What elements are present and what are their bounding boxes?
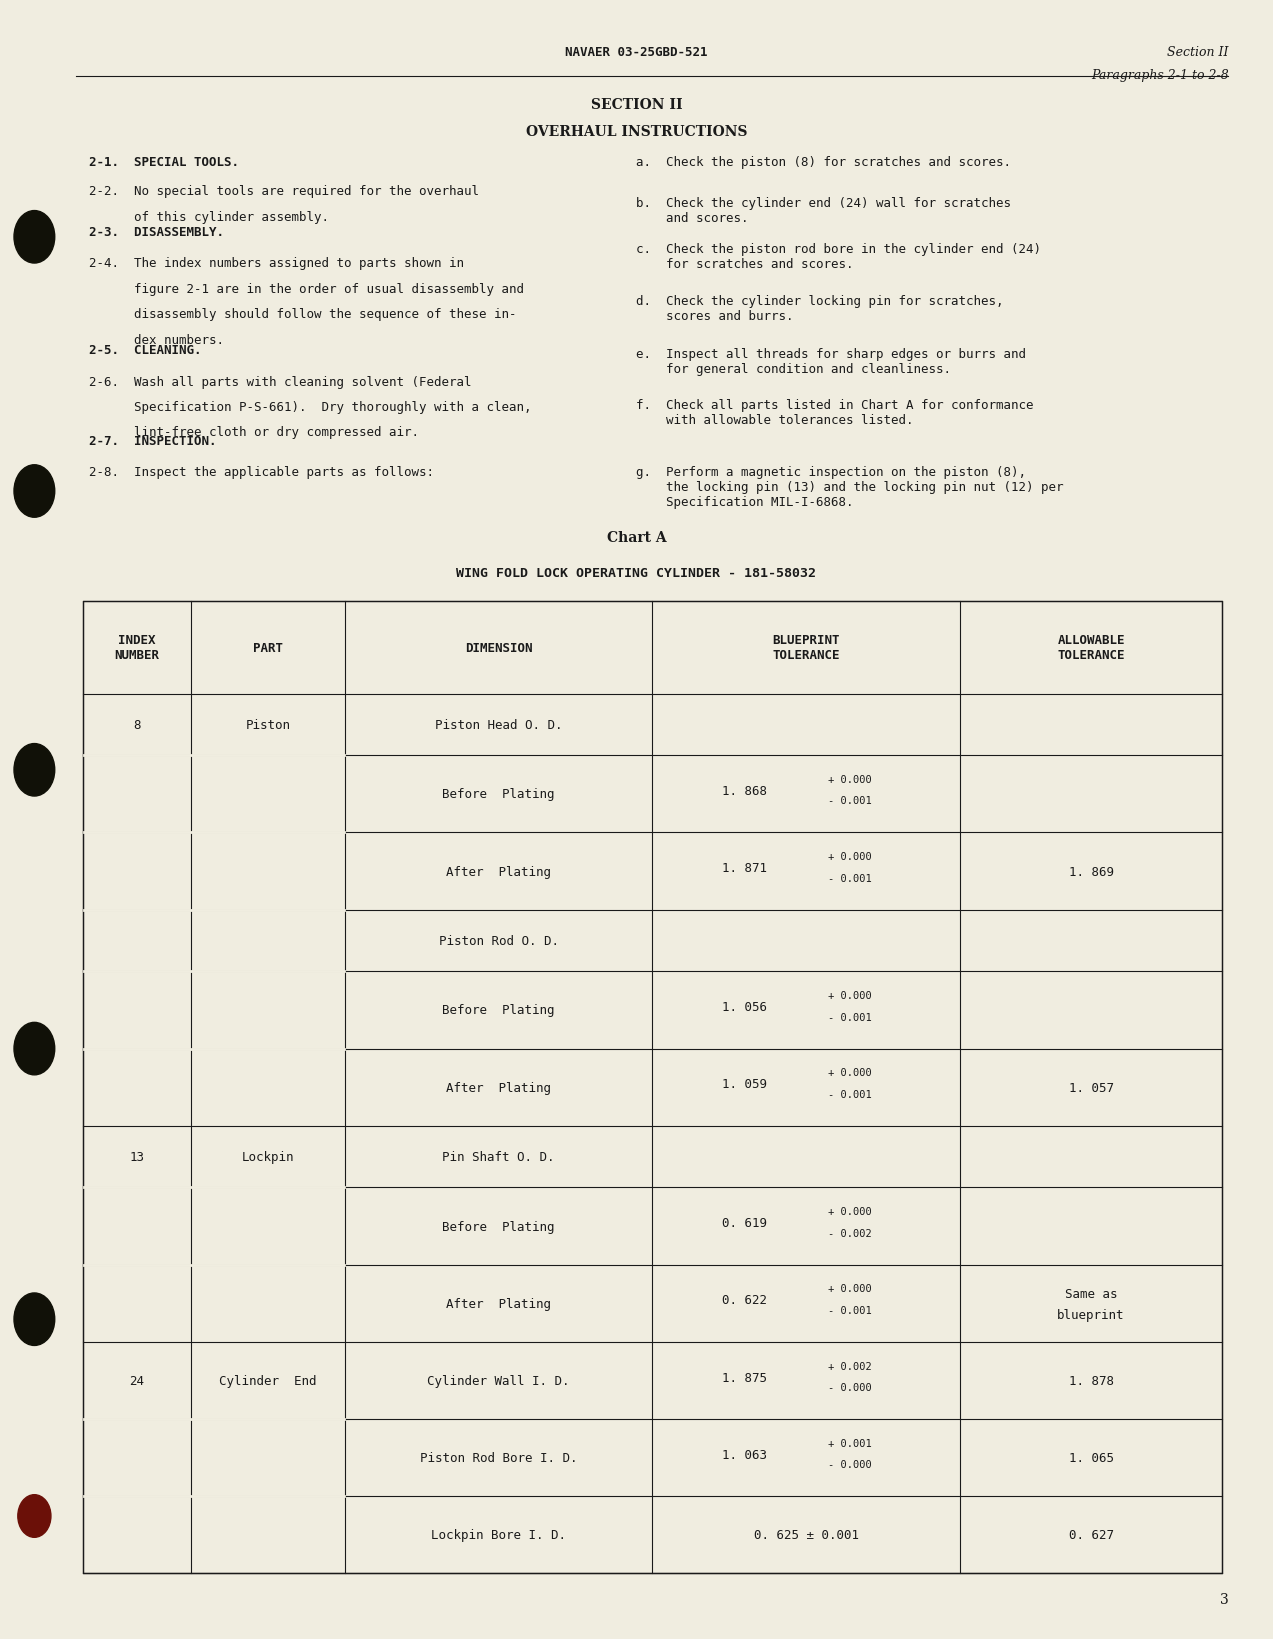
Text: DIMENSION: DIMENSION [465,641,532,654]
Text: - 0.001: - 0.001 [827,1011,872,1021]
Text: Specification P-S-661).  Dry thoroughly with a clean,: Specification P-S-661). Dry thoroughly w… [89,400,532,413]
Text: 8: 8 [134,718,140,731]
Text: figure 2-1 are in the order of usual disassembly and: figure 2-1 are in the order of usual dis… [89,282,524,295]
Text: OVERHAUL INSTRUCTIONS: OVERHAUL INSTRUCTIONS [526,125,747,139]
Text: - 0.000: - 0.000 [827,1459,872,1469]
Circle shape [14,744,55,797]
Text: WING FOLD LOCK OPERATING CYLINDER - 181-58032: WING FOLD LOCK OPERATING CYLINDER - 181-… [457,567,816,580]
Text: Paragraphs 2-1 to 2-8: Paragraphs 2-1 to 2-8 [1091,69,1228,82]
Text: 1. 059: 1. 059 [722,1078,768,1090]
Text: Lockpin Bore I. D.: Lockpin Bore I. D. [432,1529,566,1541]
Text: Piston Rod Bore I. D.: Piston Rod Bore I. D. [420,1451,578,1464]
Text: 1. 869: 1. 869 [1068,865,1114,879]
Text: + 0.000: + 0.000 [827,852,872,862]
Text: 2-4.  The index numbers assigned to parts shown in: 2-4. The index numbers assigned to parts… [89,257,465,270]
Text: INDEX
NUMBER: INDEX NUMBER [115,634,159,662]
Text: 3: 3 [1220,1591,1228,1606]
Text: 2-8.  Inspect the applicable parts as follows:: 2-8. Inspect the applicable parts as fol… [89,465,434,479]
Text: c.  Check the piston rod bore in the cylinder end (24)
    for scratches and sco: c. Check the piston rod bore in the cyli… [636,243,1041,270]
Text: 13: 13 [130,1151,144,1164]
Text: 2-6.  Wash all parts with cleaning solvent (Federal: 2-6. Wash all parts with cleaning solven… [89,375,471,388]
Text: 2-1.  SPECIAL TOOLS.: 2-1. SPECIAL TOOLS. [89,156,239,169]
Text: 24: 24 [130,1373,144,1387]
Text: f.  Check all parts listed in Chart A for conformance
    with allowable toleran: f. Check all parts listed in Chart A for… [636,398,1034,426]
Text: g.  Perform a magnetic inspection on the piston (8),
    the locking pin (13) an: g. Perform a magnetic inspection on the … [636,465,1064,508]
Circle shape [14,211,55,264]
Text: NAVAER 03-25GBD-521: NAVAER 03-25GBD-521 [565,46,708,59]
Text: 0. 622: 0. 622 [722,1293,768,1306]
Text: PART: PART [253,641,283,654]
Text: Chart A: Chart A [607,531,666,546]
Text: 1. 875: 1. 875 [722,1370,768,1383]
Text: 2-5.  CLEANING.: 2-5. CLEANING. [89,344,201,357]
Text: BLUEPRINT
TOLERANCE: BLUEPRINT TOLERANCE [773,634,840,662]
Bar [83,602,1222,1573]
Text: - 0.001: - 0.001 [827,1305,872,1314]
Text: 2-3.  DISASSEMBLY.: 2-3. DISASSEMBLY. [89,226,224,239]
Text: Before  Plating: Before Plating [442,1003,555,1016]
Text: disassembly should follow the sequence of these in-: disassembly should follow the sequence o… [89,308,517,321]
Text: Before  Plating: Before Plating [442,1219,555,1233]
Text: After  Plating: After Plating [446,1296,551,1310]
Circle shape [14,1023,55,1075]
Text: Piston Rod O. D.: Piston Rod O. D. [439,934,559,947]
Text: 1. 057: 1. 057 [1068,1082,1114,1093]
Text: b.  Check the cylinder end (24) wall for scratches
    and scores.: b. Check the cylinder end (24) wall for … [636,197,1012,225]
Text: of this cylinder assembly.: of this cylinder assembly. [89,210,330,223]
Text: 2-7.  INSPECTION.: 2-7. INSPECTION. [89,434,216,447]
Text: 1. 871: 1. 871 [722,862,768,875]
Text: + 0.000: + 0.000 [827,1283,872,1293]
Text: 1. 065: 1. 065 [1068,1451,1114,1464]
Text: + 0.000: + 0.000 [827,990,872,1000]
Text: - 0.002: - 0.002 [827,1228,872,1237]
Text: Piston: Piston [246,718,290,731]
Text: Cylinder  End: Cylinder End [219,1373,317,1387]
Text: a.  Check the piston (8) for scratches and scores.: a. Check the piston (8) for scratches an… [636,156,1012,169]
Circle shape [18,1495,51,1537]
Text: + 0.002: + 0.002 [827,1360,872,1370]
Text: Piston Head O. D.: Piston Head O. D. [435,718,563,731]
Text: d.  Check the cylinder locking pin for scratches,
    scores and burrs.: d. Check the cylinder locking pin for sc… [636,295,1004,323]
Text: + 0.000: + 0.000 [827,1067,872,1078]
Text: 1. 063: 1. 063 [722,1447,768,1460]
Text: 0. 627: 0. 627 [1068,1529,1114,1541]
Text: 0. 625 ± 0.001: 0. 625 ± 0.001 [754,1529,859,1541]
Text: 1. 878: 1. 878 [1068,1373,1114,1387]
Text: Same as: Same as [1064,1287,1118,1300]
Text: Pin Shaft O. D.: Pin Shaft O. D. [442,1151,555,1164]
Text: ALLOWABLE
TOLERANCE: ALLOWABLE TOLERANCE [1058,634,1125,662]
Text: + 0.001: + 0.001 [827,1437,872,1447]
Circle shape [14,1293,55,1346]
Text: 1. 868: 1. 868 [722,785,768,798]
Text: Lockpin: Lockpin [242,1151,294,1164]
Text: e.  Inspect all threads for sharp edges or burrs and
    for general condition a: e. Inspect all threads for sharp edges o… [636,347,1026,375]
Circle shape [14,465,55,518]
Text: dex numbers.: dex numbers. [89,334,224,346]
Text: 1. 056: 1. 056 [722,1000,768,1013]
Text: - 0.001: - 0.001 [827,797,872,806]
Text: lint-free cloth or dry compressed air.: lint-free cloth or dry compressed air. [89,426,419,439]
Text: After  Plating: After Plating [446,1082,551,1093]
Text: After  Plating: After Plating [446,865,551,879]
Text: Section II: Section II [1167,46,1228,59]
Text: blueprint: blueprint [1058,1308,1125,1321]
Text: + 0.000: + 0.000 [827,1206,872,1216]
Text: 0. 619: 0. 619 [722,1216,768,1229]
Text: Before  Plating: Before Plating [442,788,555,801]
Text: + 0.000: + 0.000 [827,775,872,785]
Text: - 0.001: - 0.001 [827,1088,872,1100]
Text: - 0.001: - 0.001 [827,874,872,883]
Text: Cylinder Wall I. D.: Cylinder Wall I. D. [428,1373,570,1387]
Text: SECTION II: SECTION II [591,98,682,113]
Text: 2-2.  No special tools are required for the overhaul: 2-2. No special tools are required for t… [89,185,479,198]
Text: - 0.000: - 0.000 [827,1382,872,1392]
